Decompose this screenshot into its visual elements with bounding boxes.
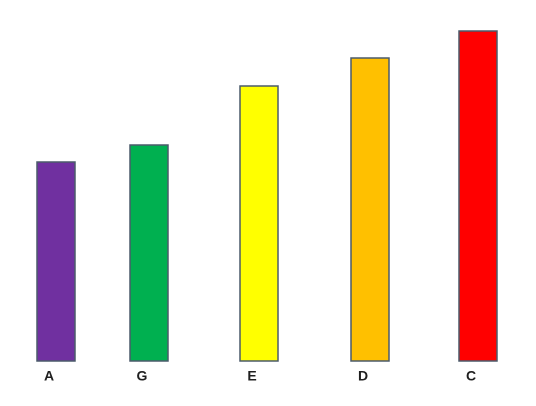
bar <box>129 144 169 362</box>
x-tick-label: C <box>466 368 476 384</box>
bar <box>350 57 390 362</box>
x-tick-label: E <box>247 368 256 384</box>
bar <box>458 30 498 362</box>
x-tick-label: A <box>44 368 54 384</box>
bar <box>239 85 279 362</box>
bar <box>36 161 76 362</box>
x-tick-label: G <box>137 368 148 384</box>
x-tick-label: D <box>358 368 368 384</box>
